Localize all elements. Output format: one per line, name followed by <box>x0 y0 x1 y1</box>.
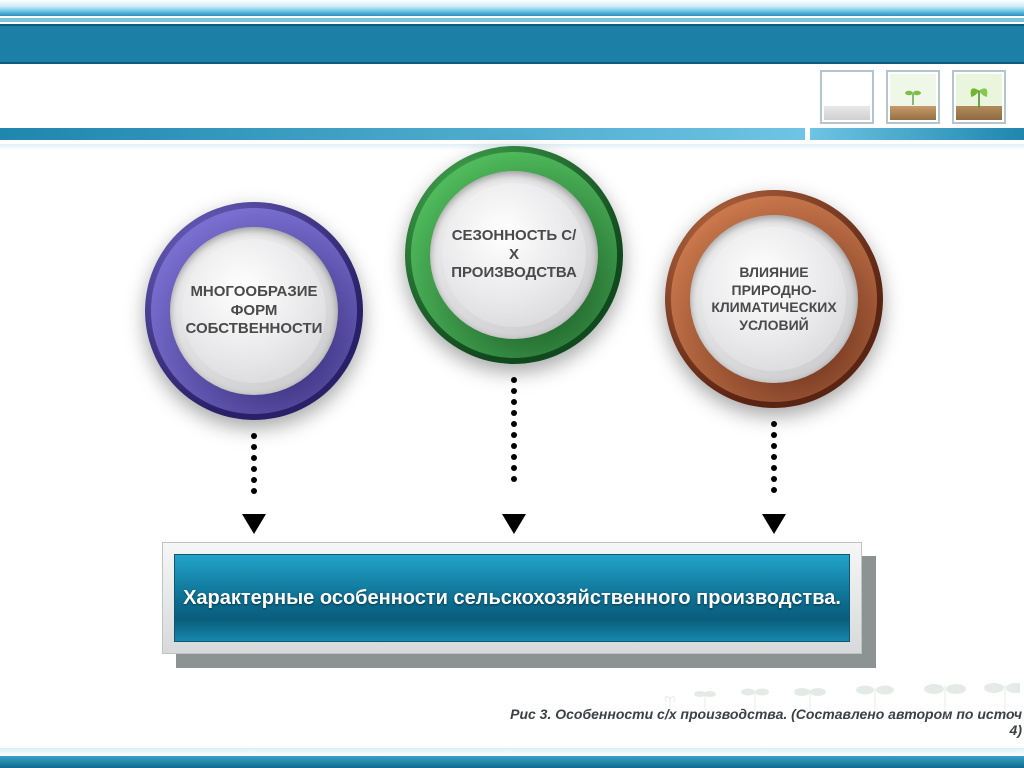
circle-label-ownership: МНОГООБРАЗИЕ ФОРМ СОБСТВЕННОСТИ <box>186 283 323 339</box>
arrow-head-climate <box>762 514 786 534</box>
circle-ownership: МНОГООБРАЗИЕ ФОРМ СОБСТВЕННОСТИ <box>145 202 363 420</box>
arrow-head-seasonality <box>502 514 526 534</box>
arrow-ownership <box>251 428 257 499</box>
circle-label-climate: ВЛИЯНИЕ ПРИРОДНО-КЛИМАТИЧЕСКИХ УСЛОВИЙ <box>710 264 838 334</box>
caption-line1: Рис 3. Особенности с/х производства. (Со… <box>510 706 1022 722</box>
arrow-head-ownership <box>242 514 266 534</box>
arrow-seasonality <box>511 372 517 487</box>
thumb-3 <box>952 70 1006 124</box>
circle-face-seasonality: СЕЗОННОСТЬ С/Х ПРОИЗВОДСТВА <box>442 183 586 327</box>
circle-climate: ВЛИЯНИЕ ПРИРОДНО-КЛИМАТИЧЕСКИХ УСЛОВИЙ <box>665 190 883 408</box>
thumb-2 <box>886 70 940 124</box>
arrow-climate <box>771 416 777 498</box>
result-panel: Характерные особенности сельскохозяйстве… <box>174 554 850 642</box>
diagram-area: МНОГООБРАЗИЕ ФОРМ СОБСТВЕННОСТИ СЕЗОННОСТ… <box>0 150 1024 710</box>
footer-gradient-bar <box>0 756 1024 768</box>
thumb-1 <box>820 70 874 124</box>
circle-label-seasonality: СЕЗОННОСТЬ С/Х ПРОИЗВОДСТВА <box>450 227 578 283</box>
thumbnail-strip <box>820 70 1006 124</box>
figure-caption: Рис 3. Особенности с/х производства. (Со… <box>384 706 1024 738</box>
circle-face-climate: ВЛИЯНИЕ ПРИРОДНО-КЛИМАТИЧЕСКИХ УСЛОВИЙ <box>702 227 846 371</box>
header-thin-bar <box>0 18 1024 22</box>
slide: МНОГООБРАЗИЕ ФОРМ СОБСТВЕННОСТИ СЕЗОННОСТ… <box>0 0 1024 768</box>
header-band <box>0 24 1024 64</box>
result-panel-label: Характерные особенности сельскохозяйстве… <box>183 585 841 611</box>
caption-line2: 4) <box>1010 722 1022 738</box>
footer-light-bar <box>0 748 1024 756</box>
circle-face-ownership: МНОГООБРАЗИЕ ФОРМ СОБСТВЕННОСТИ <box>182 239 326 383</box>
leaf-icon <box>966 81 992 107</box>
circle-seasonality: СЕЗОННОСТЬ С/Х ПРОИЗВОДСТВА <box>405 146 623 364</box>
header-gradient-bar <box>0 0 1024 16</box>
header-accent-right <box>810 128 1024 140</box>
header-accent-left <box>0 128 805 140</box>
sprout-icon <box>903 85 923 105</box>
